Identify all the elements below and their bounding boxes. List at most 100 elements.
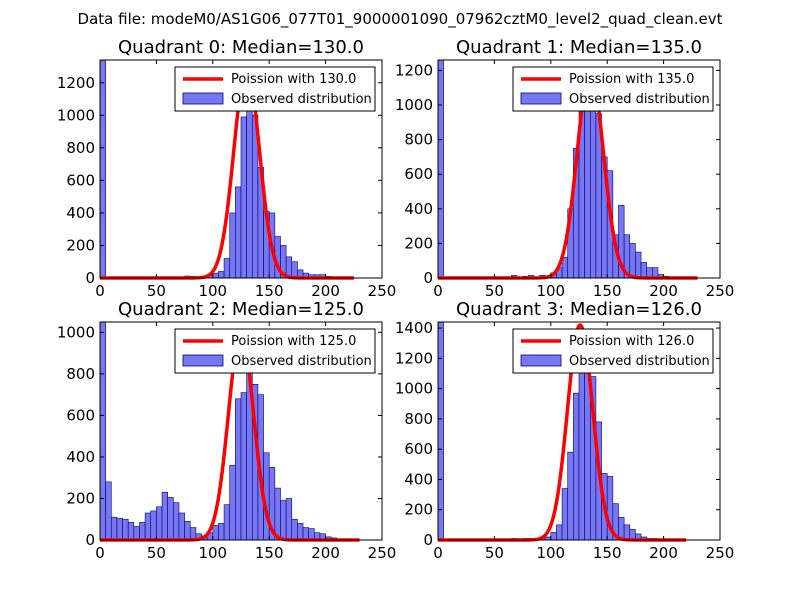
- histogram-bar: [640, 262, 647, 279]
- x-tick-label: 200: [311, 544, 340, 562]
- y-tick-label: 1200: [57, 74, 95, 92]
- histogram-bar: [133, 526, 140, 541]
- legend-hist-label: Observed distribution: [231, 92, 372, 107]
- y-tick-label: 200: [66, 236, 95, 254]
- y-tick-label: 600: [404, 440, 433, 458]
- histogram-bar: [437, 321, 444, 541]
- histogram-bar: [573, 392, 580, 541]
- panel-quadrant-0: Quadrant 0: Median=130.0 0 50 100 150 200 250…: [57, 37, 397, 300]
- histogram-bar: [274, 487, 281, 541]
- histogram-bar: [212, 525, 219, 541]
- histogram-bar: [229, 212, 236, 279]
- histogram-bar: [218, 271, 225, 279]
- x-tick-label: 100: [198, 282, 227, 300]
- y-tick-label: 1000: [395, 96, 433, 114]
- histogram-bar: [184, 521, 191, 541]
- histogram-bar: [178, 512, 185, 541]
- legend-hist-swatch: [182, 354, 224, 367]
- histogram-bar: [629, 243, 636, 279]
- y-tick-label: 200: [404, 234, 433, 252]
- panel-quadrant-2: Quadrant 2: Median=125.0 0 50 100 150 200 250…: [57, 299, 397, 562]
- legend-poisson-label: Poission with 135.0: [569, 72, 694, 87]
- histogram-bar: [223, 258, 231, 279]
- y-tick-label: 600: [66, 406, 95, 424]
- x-tick-label: 0: [95, 544, 105, 562]
- panel-title: Quadrant 0: Median=130.0: [118, 37, 364, 58]
- x-tick-label: 250: [706, 282, 735, 300]
- histogram-bar: [150, 510, 157, 541]
- histogram-bar: [623, 524, 631, 541]
- x-tick-label: 100: [536, 282, 565, 300]
- y-tick-label: 1000: [57, 106, 95, 124]
- histogram-bar: [116, 517, 123, 541]
- histogram-bar: [280, 500, 287, 541]
- x-tick-label: 50: [485, 282, 504, 300]
- histogram-bar: [550, 532, 557, 541]
- panel-title: Quadrant 2: Median=125.0: [118, 299, 364, 320]
- figure-title: Data file: modeM0/AS1G06_077T01_90000010…: [78, 10, 723, 29]
- axes-frame: [437, 321, 721, 541]
- histogram-bar: [635, 251, 642, 279]
- x-tick-label: 250: [368, 282, 397, 300]
- x-tick-label: 150: [593, 544, 622, 562]
- histogram-bar: [240, 116, 247, 279]
- histogram-bar: [110, 516, 118, 541]
- x-tick-label: 200: [649, 282, 678, 300]
- histogram-bar: [561, 488, 569, 541]
- y-tick-label: 1000: [395, 380, 433, 398]
- histogram-bar: [437, 59, 444, 279]
- y-tick-label: 400: [404, 470, 433, 488]
- histogram-bar: [139, 522, 146, 541]
- legend-hist-swatch: [182, 92, 224, 105]
- histogram-bar: [567, 451, 574, 541]
- x-tick-label: 0: [95, 282, 105, 300]
- histogram-bar: [161, 491, 168, 541]
- histogram-bar: [223, 504, 231, 541]
- x-tick-label: 150: [255, 544, 284, 562]
- histogram-bar: [99, 321, 106, 541]
- histogram-bar: [127, 522, 135, 541]
- y-tick-label: 800: [404, 410, 433, 428]
- x-tick-label: 150: [255, 282, 284, 300]
- y-tick-label: 600: [66, 171, 95, 189]
- y-tick-label: 1200: [395, 61, 433, 79]
- x-tick-label: 250: [706, 544, 735, 562]
- panel-quadrant-3: Quadrant 3: Median=126.0 0 50 100 150 200 250…: [395, 299, 735, 562]
- y-tick-label: 1200: [395, 349, 433, 367]
- y-tick-label: 200: [66, 489, 95, 507]
- panel-title: Quadrant 3: Median=126.0: [456, 299, 702, 320]
- histogram-bar: [144, 512, 152, 541]
- legend-poisson-label: Poission with 130.0: [231, 72, 356, 87]
- y-tick-label: 0: [85, 531, 95, 549]
- y-tick-label: 400: [66, 204, 95, 222]
- legend-box: [174, 66, 376, 112]
- legend-box: [512, 66, 714, 112]
- y-tick-label: 600: [404, 165, 433, 183]
- histogram-bar: [105, 481, 112, 541]
- y-tick-label: 0: [423, 531, 433, 549]
- legend-poisson-label: Poission with 125.0: [231, 334, 356, 349]
- histogram-bar: [122, 518, 129, 541]
- x-tick-label: 100: [536, 544, 565, 562]
- legend-poisson-label: Poission with 126.0: [569, 334, 694, 349]
- x-tick-label: 250: [368, 544, 397, 562]
- y-tick-label: 200: [404, 501, 433, 519]
- histogram-bar: [235, 398, 242, 541]
- histogram-bar: [173, 502, 180, 541]
- axes-frame: [99, 59, 383, 279]
- legend-hist-label: Observed distribution: [231, 354, 372, 369]
- x-tick-label: 0: [433, 282, 443, 300]
- x-tick-label: 100: [198, 544, 227, 562]
- panel-title: Quadrant 1: Median=135.0: [456, 37, 702, 58]
- y-tick-label: 0: [85, 269, 95, 287]
- histogram-bar: [291, 518, 298, 541]
- x-tick-label: 0: [433, 544, 443, 562]
- x-tick-label: 50: [485, 544, 504, 562]
- x-tick-label: 200: [649, 544, 678, 562]
- histogram-bar: [291, 261, 298, 279]
- y-tick-label: 1400: [395, 319, 433, 337]
- histogram-bar: [240, 392, 247, 541]
- y-tick-label: 0: [423, 269, 433, 287]
- histogram-bar: [235, 186, 242, 279]
- axes-frame: [99, 321, 383, 541]
